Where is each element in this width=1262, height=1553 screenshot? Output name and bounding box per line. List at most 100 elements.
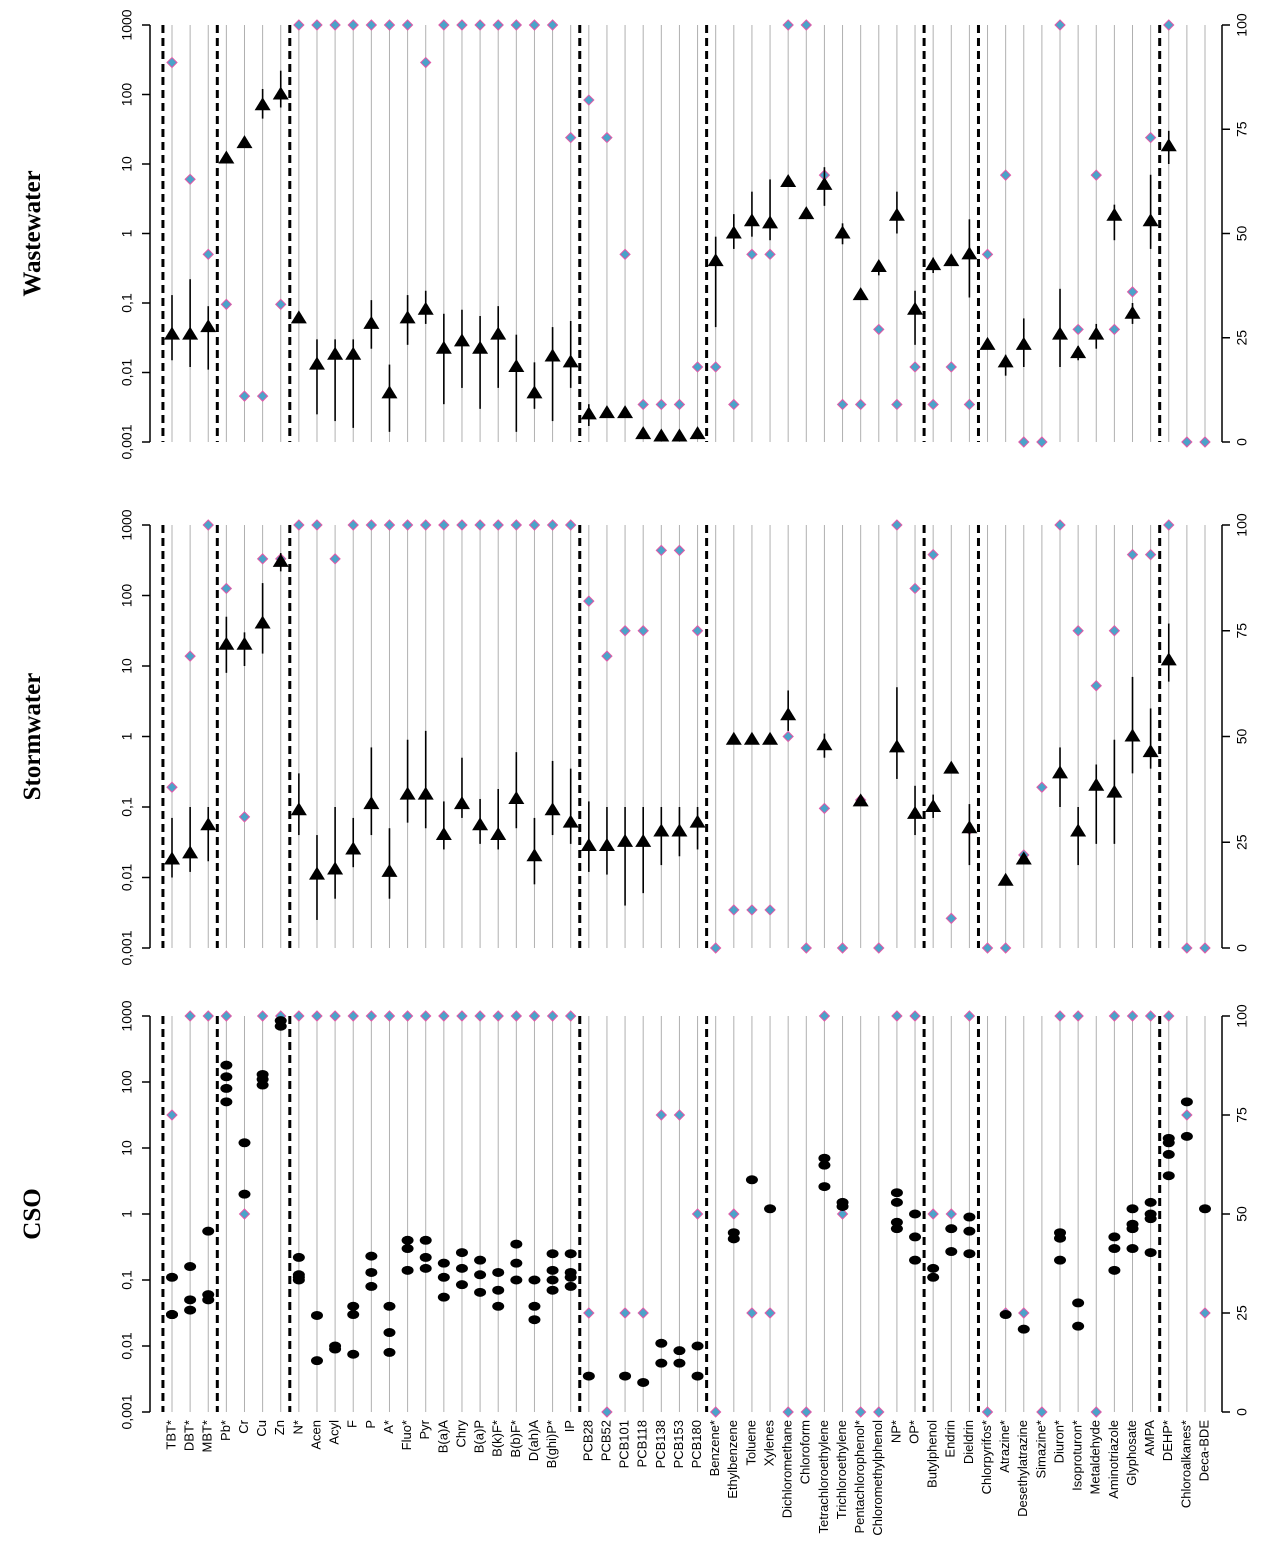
frequency-marker [909, 361, 921, 373]
median-marker [435, 340, 452, 354]
median-marker [1088, 777, 1105, 791]
frequency-marker [564, 1010, 577, 1022]
frequency-marker [256, 553, 269, 565]
frequency-marker [945, 1208, 957, 1220]
frequency-marker [401, 519, 414, 531]
sample-point [727, 1228, 740, 1238]
frequency-marker [564, 131, 577, 144]
frequency-marker [238, 390, 251, 402]
category-label: Endrin [943, 1420, 958, 1458]
category-label: Acen [308, 1420, 323, 1450]
frequency-marker [999, 169, 1012, 181]
median-marker [363, 315, 380, 329]
frequency-marker [401, 1010, 414, 1022]
sample-point [1054, 1255, 1067, 1265]
sample-point [310, 1310, 323, 1320]
frequency-marker [184, 173, 196, 185]
frequency-marker [202, 1010, 214, 1022]
median-marker [490, 326, 507, 340]
category-label: Dichloromethane [780, 1420, 795, 1518]
category-label: PCB101 [617, 1420, 632, 1468]
sample-point [582, 1371, 595, 1381]
right-tick-label: 50 [1234, 729, 1250, 745]
median-marker [417, 786, 434, 800]
median-marker [218, 636, 235, 650]
sample-point [528, 1301, 541, 1311]
median-marker [562, 814, 579, 828]
frequency-marker [202, 248, 214, 261]
category-label: Atrazine* [997, 1420, 1012, 1473]
sample-point [1180, 1131, 1193, 1141]
sample-point [437, 1258, 450, 1268]
frequency-marker [637, 398, 649, 411]
frequency-marker [220, 1010, 233, 1022]
sample-point [383, 1301, 396, 1311]
median-marker [399, 310, 416, 324]
frequency-marker [311, 19, 323, 31]
category-label: Pb* [218, 1420, 233, 1441]
sample-point [202, 1290, 215, 1300]
median-marker [327, 861, 344, 875]
category-label: Butylphenol [925, 1420, 940, 1488]
category-label: Trichloroethylene [834, 1420, 849, 1519]
median-marker [1160, 652, 1177, 666]
frequency-marker [927, 398, 939, 411]
category-label: Metaldehyde [1088, 1420, 1103, 1494]
frequency-marker [891, 519, 903, 531]
sample-point [673, 1346, 686, 1356]
frequency-marker [546, 1010, 559, 1022]
sample-point [818, 1153, 831, 1163]
frequency-marker [927, 548, 939, 561]
median-marker [852, 287, 869, 301]
frequency-marker [909, 1010, 921, 1022]
frequency-marker [474, 19, 486, 31]
category-label: Diuron* [1051, 1420, 1066, 1463]
sample-point [365, 1251, 378, 1261]
sample-point [619, 1371, 632, 1381]
frequency-marker [963, 398, 976, 411]
frequency-marker [1144, 548, 1157, 561]
median-marker [254, 615, 271, 629]
median-marker [1106, 207, 1123, 221]
sample-point [510, 1275, 523, 1285]
frequency-marker [546, 519, 559, 531]
frequency-marker [1108, 323, 1121, 336]
frequency-marker [1199, 1307, 1211, 1319]
frequency-marker [981, 1406, 994, 1418]
sample-point [890, 1224, 903, 1234]
frequency-marker [873, 942, 885, 954]
frequency-marker [438, 19, 450, 31]
sample-point [546, 1275, 559, 1285]
median-marker [580, 837, 597, 851]
left-tick-label: 100 [119, 584, 135, 608]
sample-point [184, 1262, 197, 1272]
frequency-marker [256, 390, 269, 402]
median-marker [308, 866, 325, 880]
frequency-marker [1054, 19, 1066, 31]
category-label: MBT* [200, 1420, 215, 1453]
sample-point [691, 1371, 704, 1381]
frequency-marker [1072, 625, 1084, 637]
sample-point [220, 1072, 233, 1082]
frequency-marker [619, 1307, 631, 1319]
frequency-marker [1054, 519, 1066, 531]
sample-point [510, 1258, 523, 1268]
category-label: Benzene* [707, 1420, 722, 1476]
category-label: Aminotriazole [1106, 1420, 1121, 1499]
frequency-marker [293, 1010, 305, 1022]
median-marker [308, 356, 325, 370]
frequency-marker [365, 19, 378, 31]
sample-point [419, 1235, 432, 1245]
right-tick-label: 75 [1234, 623, 1250, 639]
median-marker [1124, 305, 1141, 319]
sample-point [1108, 1232, 1121, 1242]
left-tick-label: 1 [119, 732, 135, 740]
left-tick-label: 1000 [119, 1000, 135, 1031]
median-marker [816, 176, 833, 190]
frequency-marker [510, 519, 523, 531]
frequency-marker [293, 19, 305, 31]
median-marker [526, 385, 543, 399]
sample-point [909, 1232, 922, 1242]
median-marker [635, 426, 652, 440]
